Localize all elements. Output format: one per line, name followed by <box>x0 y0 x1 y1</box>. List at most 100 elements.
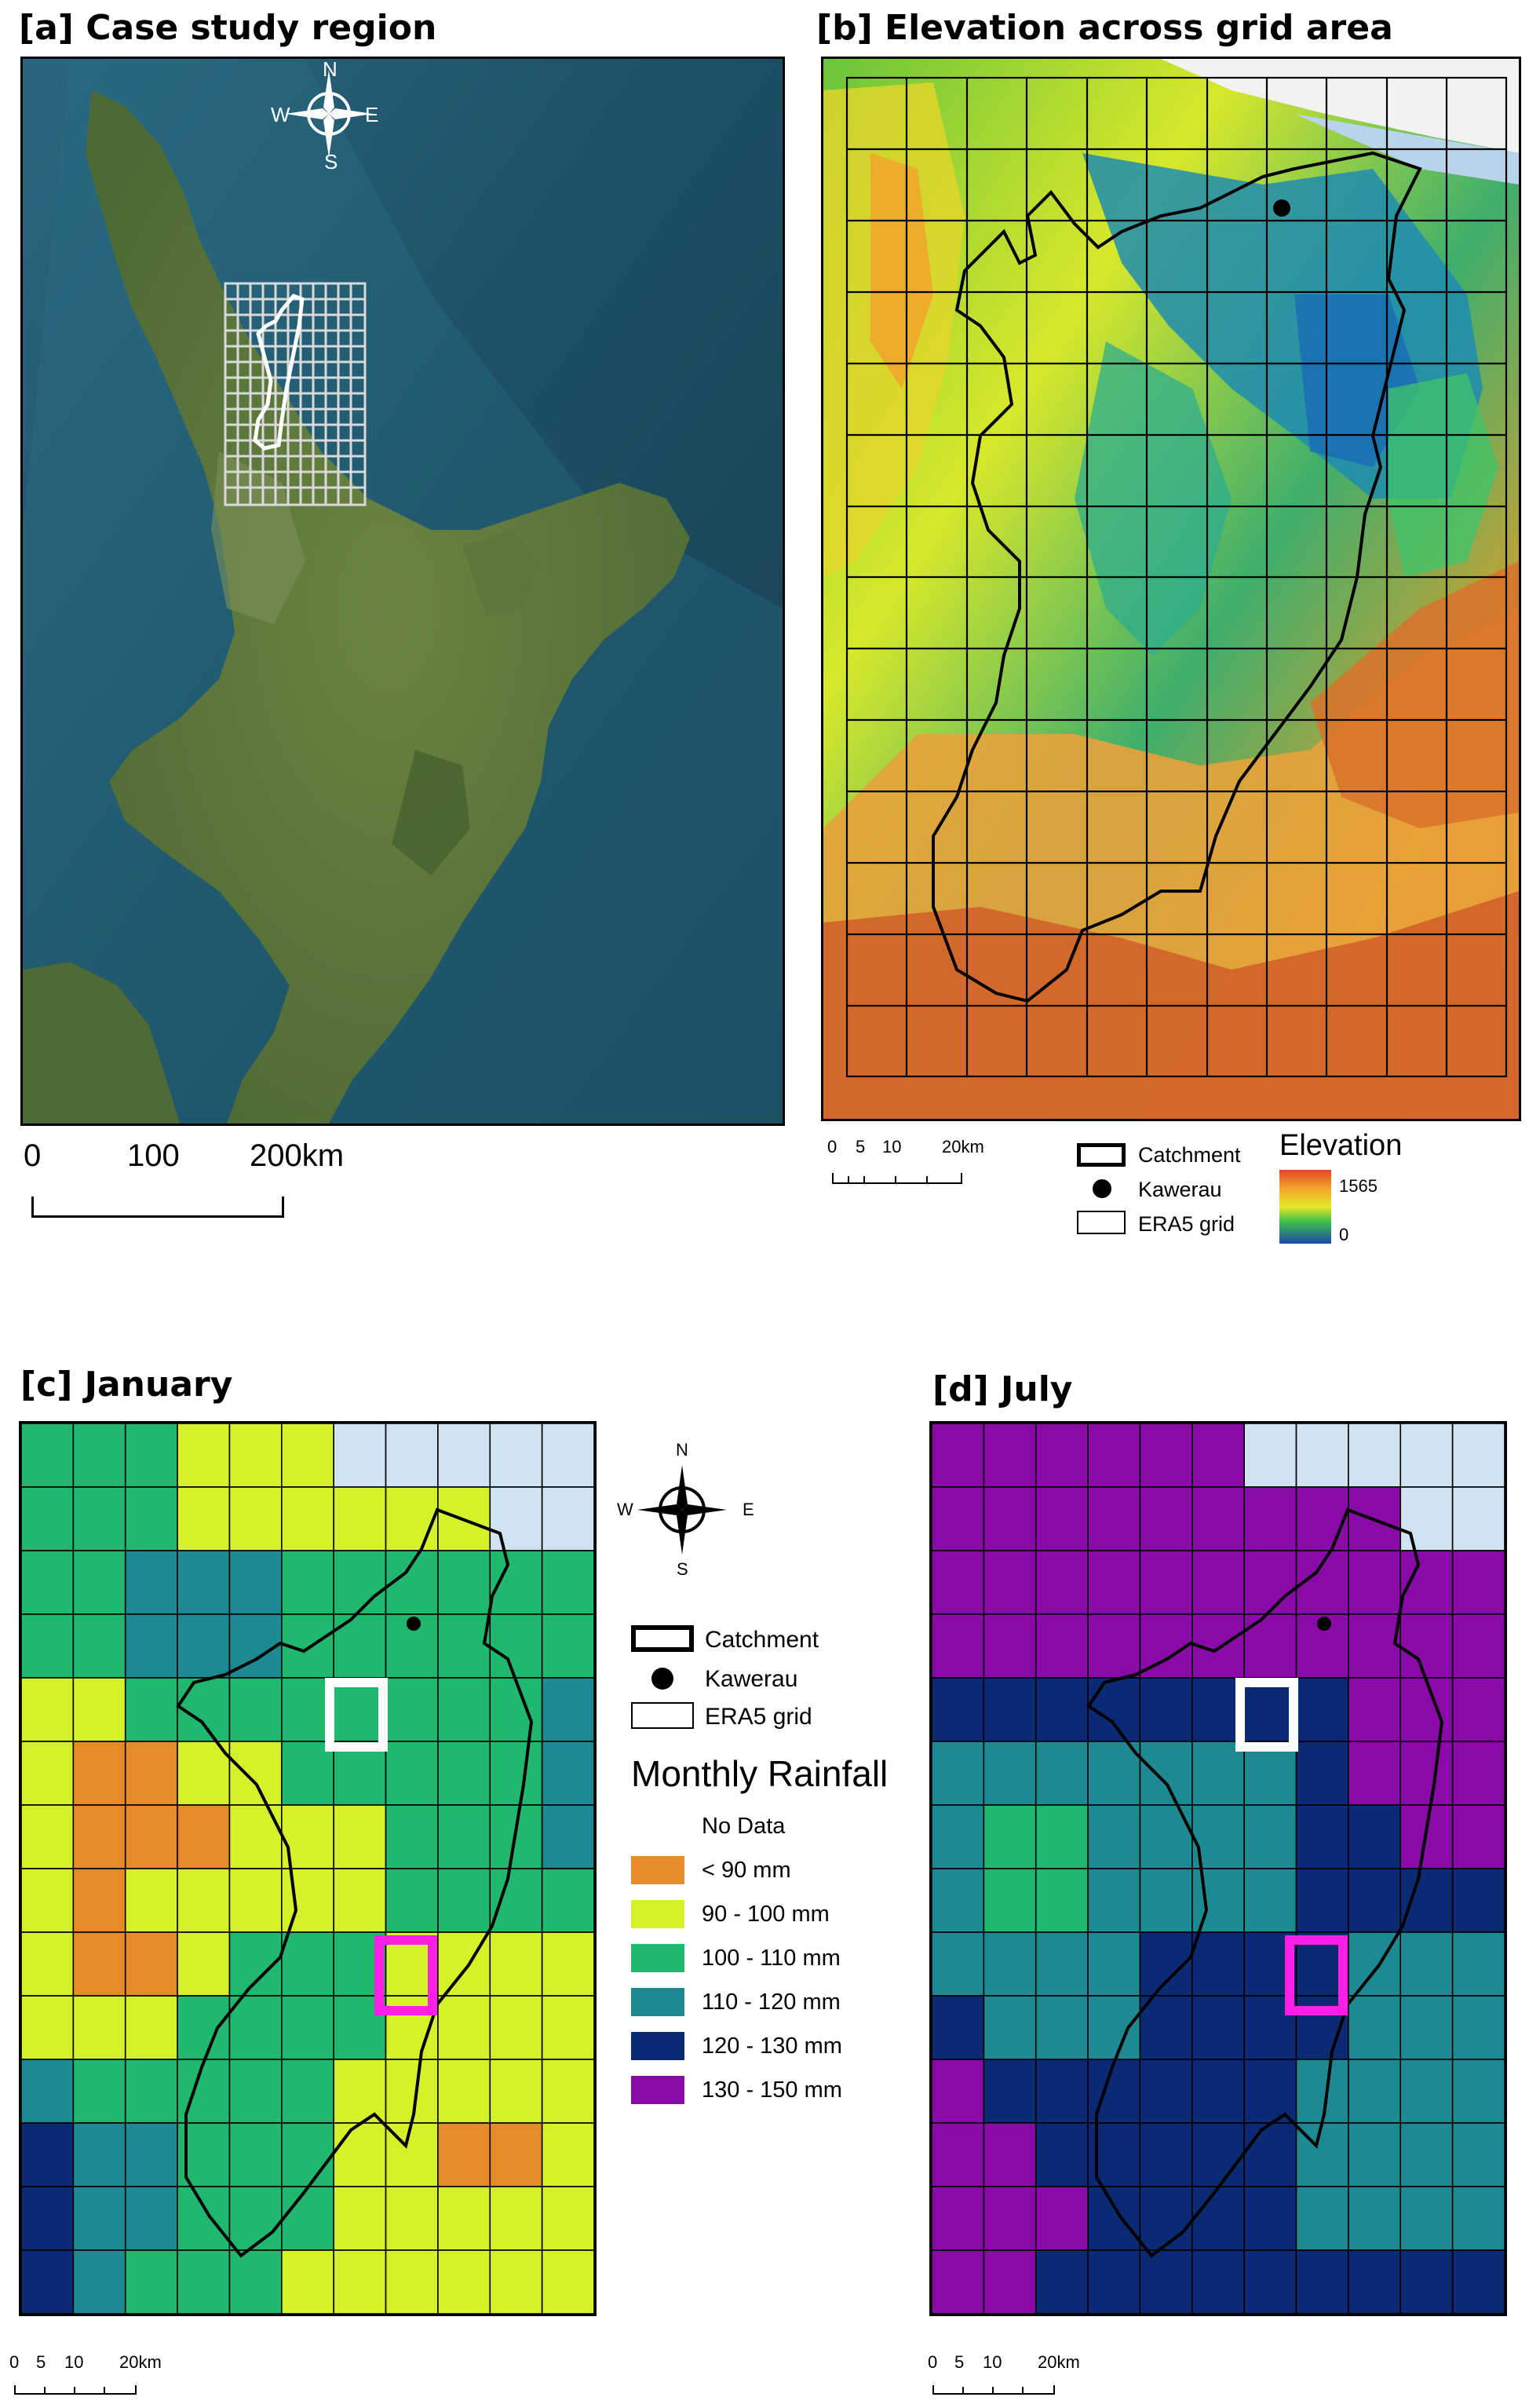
july-cell-r0-c9 <box>1400 1423 1452 1487</box>
january-cell-r0-c1 <box>73 1423 125 1487</box>
january-cell-r12-c2 <box>126 2187 177 2250</box>
rainfall-class-list: No Data < 90 mm 90 - 100 mm 100 - 110 mm 110… <box>631 1807 945 2121</box>
july-cell-r2-c2 <box>1036 1551 1088 1614</box>
july-cell-r11-c0 <box>932 2123 983 2187</box>
scale-b-tick-20: 20km <box>942 1138 984 1156</box>
july-cell-r1-c1 <box>983 1487 1035 1551</box>
elevation-map[interactable] <box>821 57 1521 1121</box>
july-cell-r11-c4 <box>1140 2123 1191 2187</box>
january-cell-r7-c10 <box>542 1869 594 1932</box>
july-cell-r12-c5 <box>1192 2187 1244 2250</box>
july-cell-r10-c5 <box>1192 2059 1244 2123</box>
january-cell-r1-c1 <box>73 1487 125 1551</box>
panel-a-title: [a] Case study region <box>19 11 436 46</box>
july-cell-r9-c1 <box>983 1996 1035 2059</box>
january-cell-r11-c1 <box>73 2123 125 2187</box>
july-cell-r11-c1 <box>983 2123 1035 2187</box>
january-cell-r4-c2 <box>126 1678 177 1741</box>
compass2-s-label: S <box>677 1561 688 1578</box>
january-cell-r1-c6 <box>334 1487 385 1551</box>
january-cell-r5-c0 <box>21 1741 73 1805</box>
july-cell-r9-c10 <box>1453 1996 1505 2059</box>
january-rainfall-map[interactable] <box>19 1421 597 2316</box>
july-cell-r5-c8 <box>1348 1741 1400 1805</box>
compass-n-label: N <box>323 59 338 79</box>
july-cell-r11-c9 <box>1400 2123 1452 2187</box>
legend-grid-label: ERA5 grid <box>705 1705 812 1729</box>
january-cell-r2-c0 <box>21 1551 73 1614</box>
january-cell-r11-c8 <box>438 2123 490 2187</box>
january-cell-r4-c9 <box>490 1678 542 1741</box>
july-cell-r11-c6 <box>1244 2123 1296 2187</box>
july-cell-r1-c5 <box>1192 1487 1244 1551</box>
january-cell-r10-c6 <box>334 2059 385 2123</box>
july-cell-r0-c3 <box>1088 1423 1140 1487</box>
january-cell-r7-c1 <box>73 1869 125 1932</box>
july-cell-r0-c0 <box>932 1423 983 1487</box>
legend-b-kawerau-dot <box>1093 1179 1111 1198</box>
july-cell-r7-c2 <box>1036 1869 1088 1932</box>
july-cell-r1-c3 <box>1088 1487 1140 1551</box>
july-cell-r4-c1 <box>983 1678 1035 1741</box>
january-cell-r1-c10 <box>542 1487 594 1551</box>
january-cell-r1-c0 <box>21 1487 73 1551</box>
july-cell-r5-c7 <box>1297 1741 1348 1805</box>
july-cell-r5-c10 <box>1453 1741 1505 1805</box>
january-cell-r10-c5 <box>282 2059 334 2123</box>
july-cell-r8-c0 <box>932 1932 983 1996</box>
july-cell-r8-c10 <box>1453 1932 1505 1996</box>
january-cell-r5-c10 <box>542 1741 594 1805</box>
july-cell-r6-c2 <box>1036 1805 1088 1869</box>
july-rainfall-map[interactable] <box>929 1421 1507 2316</box>
january-cell-r4-c6 <box>334 1678 385 1741</box>
january-cell-r0-c7 <box>386 1423 438 1487</box>
elevation-legend-title: Elevation <box>1279 1131 1402 1160</box>
july-cell-r11-c8 <box>1348 2123 1400 2187</box>
january-cell-r6-c7 <box>386 1805 438 1869</box>
january-cell-r8-c5 <box>282 1932 334 1996</box>
january-cell-r3-c8 <box>438 1614 490 1678</box>
rainfall-class-label: 90 - 100 mm <box>702 1903 830 1926</box>
july-cell-r13-c6 <box>1244 2250 1296 2314</box>
july-cell-r10-c4 <box>1140 2059 1191 2123</box>
july-cell-r13-c2 <box>1036 2250 1088 2314</box>
january-cell-r0-c3 <box>177 1423 229 1487</box>
january-cell-r10-c1 <box>73 2059 125 2123</box>
july-cell-r13-c3 <box>1088 2250 1140 2314</box>
july-cell-r10-c6 <box>1244 2059 1296 2123</box>
july-cell-r13-c10 <box>1453 2250 1505 2314</box>
legend-b-catchment-swatch <box>1077 1143 1126 1167</box>
july-cell-r3-c10 <box>1453 1614 1505 1678</box>
january-cell-r5-c9 <box>490 1741 542 1805</box>
panel-d-title: [d] July <box>932 1372 1073 1407</box>
july-cell-r10-c1 <box>983 2059 1035 2123</box>
july-cell-r3-c9 <box>1400 1614 1452 1678</box>
july-cell-r4-c0 <box>932 1678 983 1741</box>
july-cell-r4-c6 <box>1244 1678 1296 1741</box>
compass2-e-label: E <box>743 1501 754 1518</box>
july-cell-r1-c0 <box>932 1487 983 1551</box>
january-cell-r5-c4 <box>229 1741 281 1805</box>
july-cell-r12-c0 <box>932 2187 983 2250</box>
january-cell-r9-c5 <box>282 1996 334 2059</box>
july-cell-r1-c2 <box>1036 1487 1088 1551</box>
july-cell-r0-c8 <box>1348 1423 1400 1487</box>
elevation-max-label: 1565 <box>1339 1178 1378 1195</box>
january-cell-r0-c6 <box>334 1423 385 1487</box>
case-study-map[interactable]: N S E W <box>20 57 785 1126</box>
july-cell-r7-c3 <box>1088 1869 1140 1932</box>
july-cell-r10-c7 <box>1297 2059 1348 2123</box>
rainfall-class-swatch <box>631 1812 684 1840</box>
july-cell-r13-c4 <box>1140 2250 1191 2314</box>
july-cell-r6-c0 <box>932 1805 983 1869</box>
january-cell-r10-c9 <box>490 2059 542 2123</box>
july-cell-r5-c4 <box>1140 1741 1191 1805</box>
kawerau-marker-jan <box>407 1617 421 1631</box>
rainfall-class-swatch <box>631 2076 684 2104</box>
july-cell-r9-c0 <box>932 1996 983 2059</box>
january-cell-r2-c10 <box>542 1551 594 1614</box>
january-cell-r1-c3 <box>177 1487 229 1551</box>
january-cell-r2-c3 <box>177 1551 229 1614</box>
july-cell-r6-c8 <box>1348 1805 1400 1869</box>
legend-grid-swatch <box>631 1702 694 1729</box>
